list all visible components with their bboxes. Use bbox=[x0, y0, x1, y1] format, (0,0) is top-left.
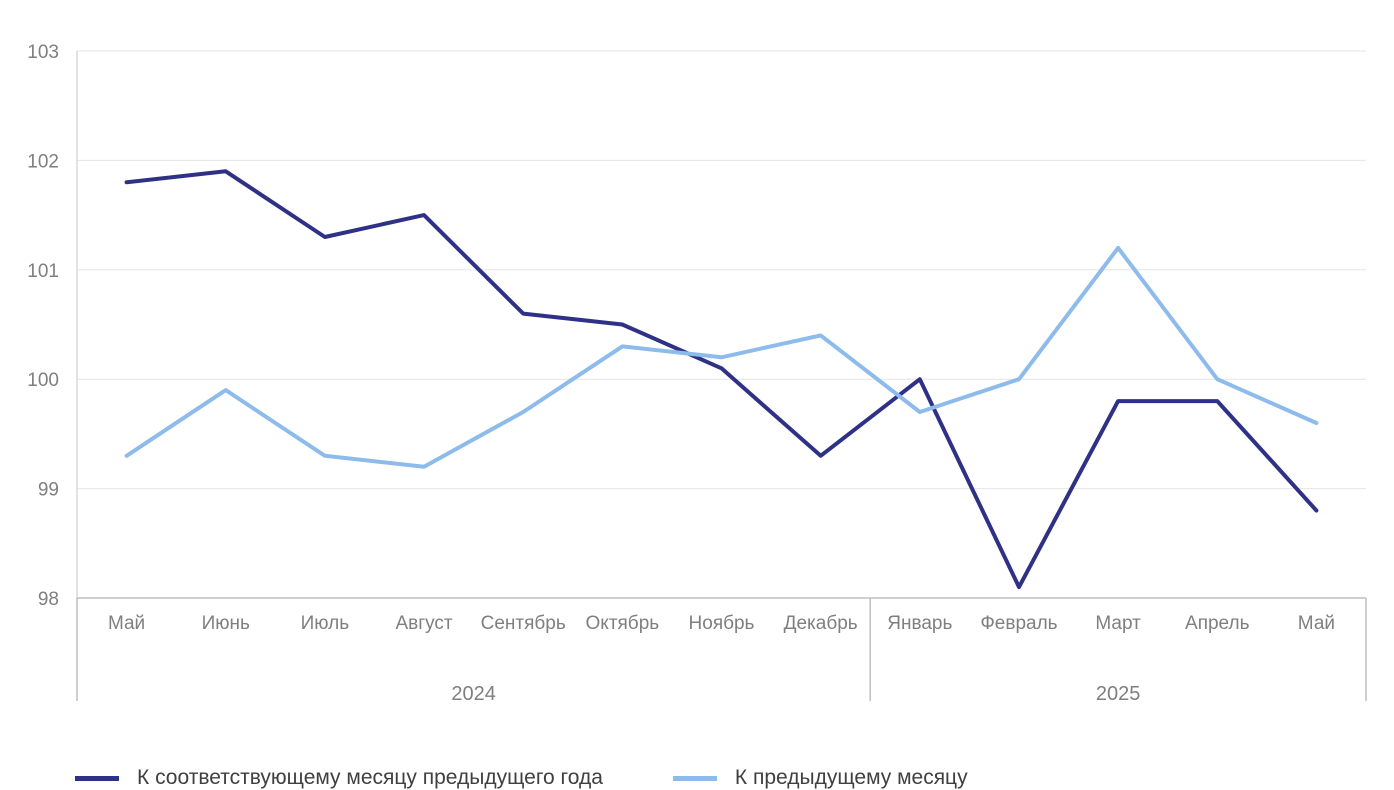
x-tick-label: Июль bbox=[301, 613, 350, 634]
legend-swatch-yoy bbox=[75, 775, 119, 781]
x-axis-ticks: Май Июнь Июль Август Сентябрь Октябрь Ноябрь Де… bbox=[108, 613, 1335, 634]
x-axis-year-groups: 2024 2025 bbox=[76, 598, 1367, 705]
x-tick-label: Август bbox=[395, 613, 452, 634]
y-axis-ticks: 98 99 100 101 102 103 bbox=[27, 42, 59, 610]
legend-item-yoy: К соответствующему месяцу предыдущего го… bbox=[75, 766, 603, 790]
axes bbox=[76, 51, 1366, 599]
legend-swatch-mom bbox=[672, 775, 717, 781]
y-tick-label: 99 bbox=[38, 480, 59, 501]
y-tick-label: 101 bbox=[27, 261, 59, 282]
series-line-0 bbox=[124, 169, 1319, 590]
x-tick-label: Декабрь bbox=[784, 613, 858, 634]
x-tick-label: Октябрь bbox=[586, 613, 660, 634]
gridlines bbox=[77, 50, 1366, 490]
x-tick-label: Апрель bbox=[1185, 613, 1250, 634]
series-line-1 bbox=[124, 245, 1319, 469]
x-tick-label: Ноябрь bbox=[689, 613, 755, 634]
x-tick-label: Февраль bbox=[980, 613, 1057, 634]
x-tick-label: Май bbox=[108, 613, 145, 634]
y-tick-label: 98 bbox=[38, 589, 59, 610]
x-tick-label: Май bbox=[1298, 613, 1335, 634]
year-group-label: 2025 bbox=[1096, 683, 1141, 705]
series-lines bbox=[124, 169, 1319, 590]
y-tick-label: 103 bbox=[27, 42, 59, 63]
y-tick-label: 100 bbox=[27, 370, 59, 391]
x-tick-label: Март bbox=[1095, 613, 1141, 634]
x-tick-label: Сентябрь bbox=[481, 613, 566, 634]
year-group-label: 2024 bbox=[451, 683, 496, 705]
legend: К соответствующему месяцу предыдущего го… bbox=[75, 766, 968, 790]
legend-item-mom: К предыдущему месяцу bbox=[672, 766, 968, 790]
legend-label-yoy: К соответствующему месяцу предыдущего го… bbox=[137, 766, 603, 789]
x-tick-label: Январь bbox=[887, 613, 952, 634]
y-tick-label: 102 bbox=[27, 151, 59, 172]
x-tick-label: Июнь bbox=[202, 613, 250, 634]
legend-label-mom: К предыдущему месяцу bbox=[734, 766, 968, 789]
